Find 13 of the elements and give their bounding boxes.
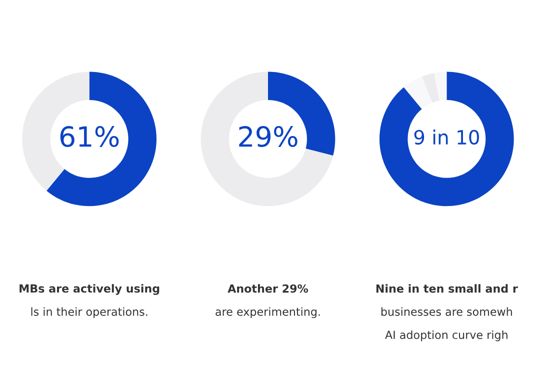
donut-slice <box>379 72 514 206</box>
text: MBs are actively using <box>20 284 160 295</box>
text: Another 29% <box>228 284 308 293</box>
text: AI adoption curve righ <box>385 330 508 342</box>
text: Nine in ten small and r <box>376 284 518 293</box>
donut-slice <box>200 72 334 206</box>
text: ls in their operations. <box>31 307 148 318</box>
text: 29% <box>239 126 298 148</box>
donut-slice <box>46 72 157 206</box>
text: are experimenting. <box>216 307 320 318</box>
text: 9 in 10 <box>414 130 479 145</box>
text: 61% <box>60 126 119 148</box>
text: businesses are somewh <box>381 307 512 316</box>
